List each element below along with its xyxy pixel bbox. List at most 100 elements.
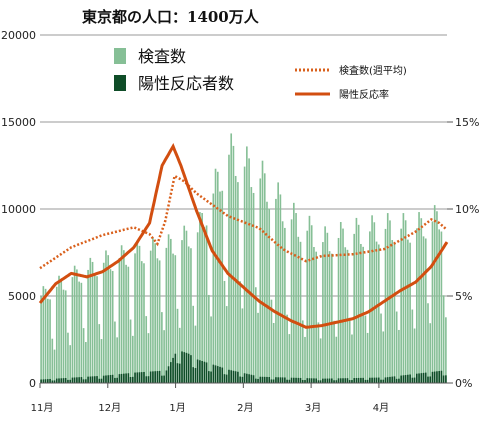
x-tick-label: 4月 (373, 402, 389, 414)
bar-tests (181, 240, 183, 383)
bar-positives (192, 367, 195, 383)
bar-positives (362, 377, 364, 383)
bar-tests (295, 213, 297, 383)
bar-positives (322, 378, 324, 383)
bar-positives (344, 378, 347, 383)
bar-positives (261, 376, 264, 383)
bar-tests (219, 191, 221, 383)
bar-tests (277, 182, 279, 383)
y2-tick-label: 0% (455, 377, 472, 390)
bar-tests (371, 215, 373, 383)
bar-tests (203, 227, 206, 383)
bar-positives (80, 377, 83, 383)
bar-tests (281, 221, 284, 383)
bar-tests (313, 247, 315, 383)
bar-positives (402, 375, 405, 383)
bar-positives (241, 376, 244, 383)
bar-tests (335, 336, 338, 383)
bar-positives (82, 379, 85, 383)
bar-tests (232, 145, 235, 383)
bar-positives (216, 366, 219, 383)
x-tick-label: 1月 (169, 402, 185, 414)
bar-tests (129, 319, 132, 383)
bar-positives (87, 376, 89, 383)
bar-tests (429, 323, 432, 383)
bar-positives (301, 380, 304, 383)
bar-positives (98, 378, 101, 383)
chart-title: 東京都の人口：1400万人 (82, 8, 260, 26)
bar-positives (306, 378, 309, 383)
bar-tests (87, 269, 89, 383)
bar-positives (145, 376, 148, 383)
bar-positives (239, 376, 241, 383)
bar-tests (190, 248, 192, 383)
bar-positives (422, 372, 425, 383)
bar-tests (351, 334, 353, 383)
bar-positives (40, 379, 42, 383)
bar-positives (172, 357, 174, 383)
legend-label-tests: 検査数 (138, 47, 186, 66)
bar-positives (331, 378, 333, 383)
bar-positives (409, 374, 411, 383)
bar-tests (380, 313, 382, 383)
bar-positives (433, 371, 436, 383)
bar-tests (310, 225, 313, 383)
bar-tests (100, 339, 103, 383)
bar-tests (49, 299, 51, 383)
bar-positives (187, 353, 190, 383)
bar-positives (373, 377, 376, 383)
bar-positives (284, 377, 286, 383)
bar-tests (297, 236, 300, 383)
bar-positives (205, 362, 208, 383)
bar-positives (51, 380, 54, 383)
bar-positives (183, 352, 186, 383)
bar-positives (250, 374, 253, 383)
bar-positives (290, 377, 293, 383)
bar-positives (76, 377, 78, 383)
bar-tests (333, 320, 335, 383)
bar-positives (237, 371, 239, 383)
bar-positives (259, 376, 262, 383)
bar-tests (131, 335, 134, 383)
legend-right: 検査数(週平均) 陽性反応率 (295, 64, 407, 101)
bar-positives (252, 375, 255, 383)
bar-positives (257, 378, 259, 383)
bar-tests (275, 198, 277, 383)
x-tick-label: 3月 (305, 402, 321, 414)
bar-tests (261, 160, 264, 383)
bar-positives (73, 377, 76, 383)
bar-positives (339, 378, 342, 383)
bar-tests (250, 187, 253, 383)
bar-series (40, 133, 447, 383)
bar-tests (346, 249, 349, 383)
bar-positives (364, 379, 367, 383)
y-tick-label: 0 (29, 377, 36, 390)
bar-tests (263, 173, 266, 383)
bar-positives (436, 371, 438, 383)
bar-tests (178, 327, 181, 383)
bar-positives (268, 377, 271, 383)
bar-positives (69, 379, 72, 383)
bar-positives (67, 379, 69, 383)
bar-tests (196, 232, 199, 383)
bar-tests (328, 251, 331, 383)
bar-positives (445, 375, 447, 383)
bar-tests (172, 253, 174, 383)
y-tick-label: 5000 (8, 290, 36, 303)
bar-positives (328, 378, 331, 383)
y2-tick-label: 5% (455, 290, 472, 303)
bar-positives (161, 375, 163, 383)
bar-positives (53, 380, 56, 383)
bar-tests (147, 333, 150, 383)
bar-tests (391, 240, 394, 383)
bar-positives (176, 363, 179, 383)
bar-tests (389, 220, 391, 383)
bar-tests (228, 154, 230, 383)
bar-tests (418, 212, 420, 383)
bar-tests (339, 222, 342, 383)
y2-tick-label: 10% (455, 203, 479, 216)
bar-tests (187, 246, 190, 383)
bar-positives (335, 380, 338, 383)
bar-tests (161, 312, 163, 383)
